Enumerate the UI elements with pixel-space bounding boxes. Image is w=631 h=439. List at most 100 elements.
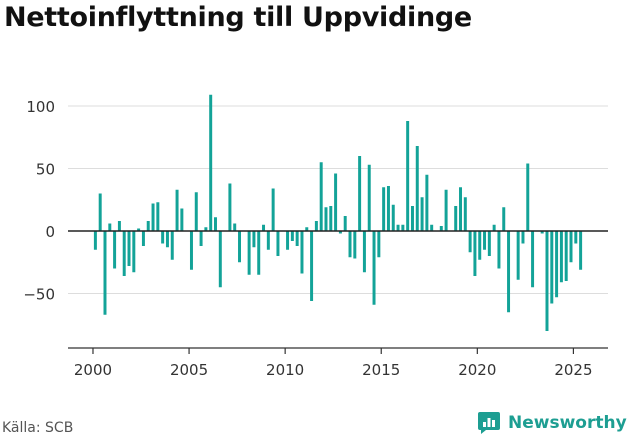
bar (214, 217, 217, 231)
y-tick-label: 50 (36, 161, 55, 179)
bar (334, 173, 338, 231)
bar (507, 231, 511, 313)
bar (468, 231, 472, 253)
chart-title: Nettoinflyttning till Uppvidinge (4, 2, 472, 33)
bar (338, 231, 342, 234)
bar (113, 231, 117, 269)
bar (377, 231, 381, 258)
bar (343, 216, 347, 231)
bar (386, 186, 390, 231)
bar (180, 208, 184, 231)
bar (439, 226, 443, 231)
bar (516, 231, 520, 280)
bar (137, 228, 141, 231)
x-tick-label: 2010 (266, 361, 304, 379)
bar (314, 221, 318, 231)
bar (550, 231, 554, 304)
bar (319, 162, 323, 231)
bar (367, 164, 371, 231)
bar (194, 192, 198, 231)
bar (410, 206, 414, 231)
bar (122, 231, 126, 276)
bar (151, 203, 155, 231)
bar (483, 231, 487, 250)
bar (545, 231, 549, 331)
bar (290, 231, 294, 241)
bar (473, 231, 477, 276)
brand-logo[interactable]: Newsworthy (476, 408, 627, 438)
bar (406, 121, 410, 231)
bar (141, 231, 145, 246)
bar (108, 223, 112, 231)
bar (324, 207, 328, 231)
bar (478, 231, 482, 260)
bar (209, 94, 213, 231)
bar (98, 193, 102, 231)
bar (497, 231, 501, 269)
bar (165, 231, 169, 248)
gridlines (68, 105, 608, 294)
bar (574, 231, 578, 244)
bar (233, 223, 237, 231)
y-tick-label: −50 (23, 286, 55, 304)
bar (430, 224, 434, 231)
bar (362, 231, 366, 273)
newsworthy-logo-icon (478, 412, 500, 434)
bar (238, 231, 241, 263)
bar (382, 187, 386, 231)
bar (127, 231, 131, 266)
x-tick-label: 2015 (362, 361, 400, 379)
bar (358, 156, 362, 231)
bar (555, 231, 559, 298)
bar (286, 231, 290, 250)
bar (204, 227, 208, 231)
bar (372, 231, 376, 305)
bar (199, 231, 203, 246)
bar (396, 224, 400, 231)
bar (262, 224, 266, 231)
bar (564, 231, 568, 281)
bar (444, 189, 448, 231)
bar (569, 231, 573, 263)
y-tick-label: 100 (26, 98, 55, 116)
bar (175, 189, 179, 231)
bar (252, 231, 256, 248)
bar (579, 231, 583, 270)
bar (295, 231, 299, 246)
x-tick-label: 2005 (170, 361, 208, 379)
x-tick-label: 2025 (554, 361, 592, 379)
bar (348, 231, 352, 258)
bar (502, 207, 506, 231)
bar (531, 231, 535, 288)
bar (305, 227, 309, 231)
x-tick-label: 2000 (74, 361, 112, 379)
bar (257, 231, 261, 275)
brand-name: Newsworthy (508, 413, 627, 433)
bar (459, 187, 462, 231)
bar (526, 163, 530, 231)
bar (132, 231, 136, 273)
bar (247, 231, 251, 275)
bar (276, 231, 280, 256)
bar (559, 231, 563, 283)
bar (170, 231, 174, 260)
y-axis-ticks: −50 0 50 100 (23, 98, 55, 304)
bar (420, 197, 424, 231)
bar (425, 174, 429, 231)
bar (540, 231, 544, 234)
bar (391, 204, 395, 231)
bar (161, 231, 165, 244)
bar (492, 224, 496, 231)
bar (266, 231, 270, 250)
x-axis: 2000 2005 2010 2015 2020 2025 (68, 347, 608, 379)
bar (156, 202, 160, 231)
bar (93, 231, 97, 250)
bar (415, 146, 419, 231)
bar (228, 183, 232, 231)
bar (300, 231, 304, 274)
bar (353, 231, 357, 259)
bar (329, 206, 333, 231)
bar (463, 197, 467, 231)
bars (93, 94, 583, 331)
